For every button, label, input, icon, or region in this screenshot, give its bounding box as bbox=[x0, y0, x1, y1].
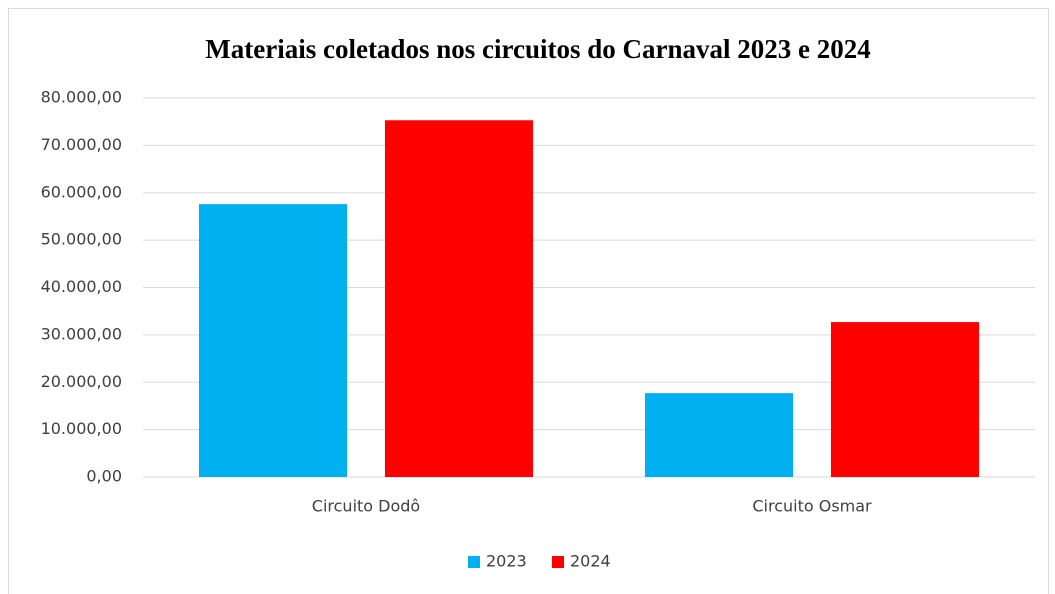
y-tick-label: 70.000,00 bbox=[41, 135, 122, 154]
bar bbox=[384, 120, 534, 478]
y-tick-label: 20.000,00 bbox=[41, 372, 122, 391]
y-tick-label: 80.000,00 bbox=[41, 88, 122, 107]
chart-title: Materiais coletados nos circuitos do Car… bbox=[205, 34, 870, 64]
y-tick-label: 50.000,00 bbox=[41, 230, 122, 249]
legend-swatch bbox=[552, 556, 564, 568]
y-tick-label: 10.000,00 bbox=[41, 419, 122, 438]
y-tick-label: 40.000,00 bbox=[41, 277, 122, 296]
x-tick-label: Circuito Osmar bbox=[752, 497, 872, 516]
bar bbox=[644, 393, 794, 477]
y-tick-label: 30.000,00 bbox=[41, 324, 122, 343]
legend-swatch bbox=[468, 556, 480, 568]
bar bbox=[830, 322, 980, 477]
x-tick-label: Circuito Dodô bbox=[312, 497, 420, 516]
legend-label: 2024 bbox=[570, 552, 611, 571]
y-tick-label: 60.000,00 bbox=[41, 182, 122, 201]
y-tick-label: 0,00 bbox=[86, 467, 122, 486]
bar bbox=[198, 204, 348, 477]
legend-label: 2023 bbox=[486, 552, 527, 571]
